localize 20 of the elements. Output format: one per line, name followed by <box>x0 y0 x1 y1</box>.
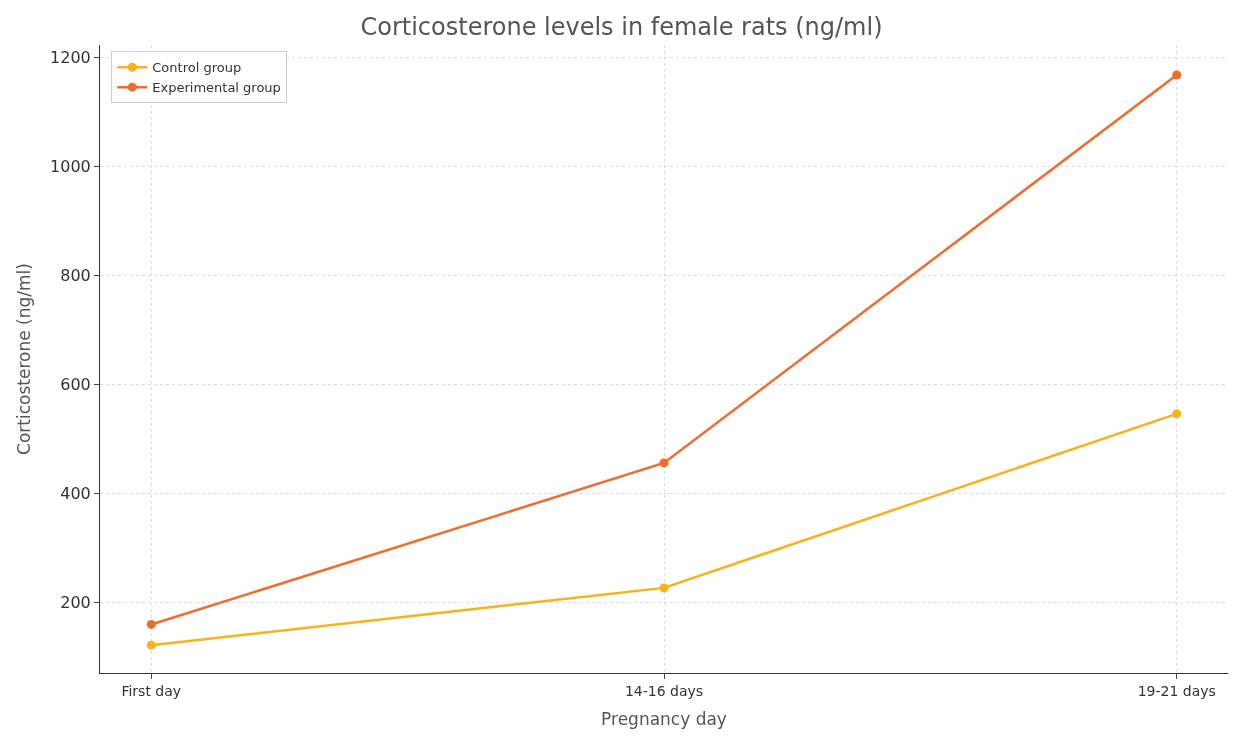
y-tick-label: 200 <box>60 593 91 613</box>
y-tick-label: 400 <box>60 484 91 504</box>
point <box>146 640 156 650</box>
point <box>1172 70 1182 80</box>
x-tick-label: 14-16 days <box>624 682 704 699</box>
x-tick-label: 19-21 days <box>1137 682 1216 699</box>
chart-title: Corticosterone levels in female rats (ng/ml) <box>360 13 883 42</box>
y-tick-label: 1000 <box>50 156 91 176</box>
y-tick-label: 1200 <box>50 47 91 67</box>
y-axis-title: Corticosterone (ng/ml) <box>13 263 34 455</box>
y-tick-label: 600 <box>60 374 91 394</box>
x-axis-title: Pregnancy day <box>601 709 727 730</box>
y-tick-label: 800 <box>60 265 91 285</box>
legend-label: Control group <box>152 60 242 76</box>
legend-label: Experimental group <box>152 80 281 96</box>
point <box>659 458 669 468</box>
x-tick-label: First day <box>121 682 182 699</box>
point <box>659 583 669 593</box>
point <box>146 619 156 629</box>
point <box>1172 409 1182 419</box>
